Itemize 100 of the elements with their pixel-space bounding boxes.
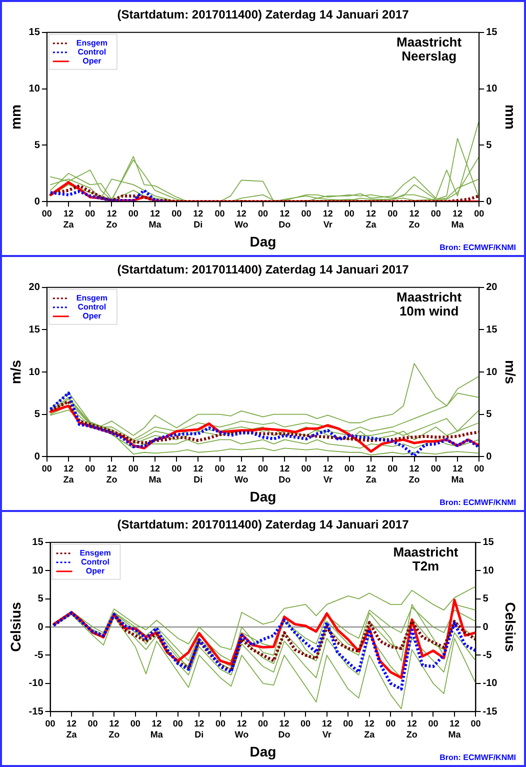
x-tick-label: 00	[128, 463, 138, 474]
x-tick-label: 12 Vr	[322, 208, 333, 230]
x-tick-label: 00	[214, 463, 225, 474]
x-tick-label: 12 Za	[364, 718, 376, 740]
x-tick-label: 00	[344, 208, 354, 218]
x-tick-label: 00	[301, 463, 312, 474]
x-tick-label: 12 Wo	[234, 463, 249, 484]
y-axis-title: mm	[7, 104, 24, 130]
x-tick-label: 00	[430, 463, 441, 474]
x-tick-label: 12 Ma	[448, 718, 462, 740]
y2-tick-label: -15	[482, 706, 498, 718]
y-tick-label: 15	[32, 537, 44, 548]
y-tick-label: -10	[28, 678, 44, 690]
x-tick-label: 00	[470, 718, 481, 728]
legend-label: Oper	[86, 566, 105, 576]
x-tick-label: 00	[343, 718, 354, 728]
x-tick-label: 00	[428, 718, 438, 728]
x-tick-label: 12 Ma	[150, 718, 164, 740]
x-tick-label: 12 Zo	[106, 208, 118, 230]
y-tick-label: 15	[28, 27, 40, 38]
x-tick-label: 12 Zo	[108, 718, 120, 740]
y2-tick-label: 10	[486, 366, 498, 378]
x-tick-label: 00	[300, 718, 311, 728]
x-tick-label: 12 Zo	[408, 463, 420, 484]
legend-label: Oper	[82, 312, 102, 321]
x-tick-label: 00	[301, 208, 312, 218]
y-tick-label: 20	[28, 282, 40, 294]
x-tick-label: 12 Za	[366, 463, 378, 484]
y2-axis-title: mm	[502, 104, 519, 130]
x-tick-label: 12 Za	[366, 208, 378, 230]
y2-tick-label: 15	[486, 27, 498, 38]
x-tick-label: 00	[172, 463, 182, 474]
y2-tick-label: 0	[486, 451, 492, 462]
x-tick-label: 12 Vr	[322, 463, 333, 484]
x-tick-label: 12 Za	[66, 718, 78, 740]
x-tick-label: 12 Ma	[148, 208, 162, 230]
x-axis-title: Dag	[250, 233, 276, 250]
x-tick-label: 00	[128, 208, 138, 218]
legend-label: Control	[81, 558, 110, 567]
x-axis-title: Dag	[250, 488, 276, 504]
x-tick-label: 00	[88, 718, 98, 728]
x-tick-label: 00	[42, 208, 52, 218]
x-tick-label: 12 Wo	[234, 208, 249, 230]
x-tick-label: 12 Wo	[234, 718, 250, 740]
y2-tick-label: 5	[486, 140, 492, 151]
x-tick-label: 00	[215, 718, 226, 728]
x-tick-label: 12 Di	[194, 718, 204, 740]
y2-tick-label: -10	[482, 678, 498, 690]
y2-tick-label: 10	[482, 565, 494, 576]
y-tick-label: 5	[38, 594, 44, 605]
x-tick-label: 00	[85, 463, 96, 474]
text: Bron: ECMWF/KNMI	[440, 498, 516, 508]
legend-label: Ensgem	[76, 294, 108, 303]
chart-title: (Startdatum: 2017011400) Zaterdag 14 Januari 2017	[117, 8, 410, 22]
y2-tick-label: 15	[486, 324, 498, 336]
chart-title: (Startdatum: 2017011400) Zaterdag 14 Januari 2017	[117, 518, 410, 532]
text: Bron: ECMWF/KNMI	[440, 243, 516, 252]
x-tick-label: 00	[388, 463, 398, 474]
x-tick-label: 12 Za	[63, 463, 75, 484]
y-tick-label: 10	[28, 84, 40, 95]
y2-tick-label: 0	[486, 196, 492, 208]
x-tick-label: 00	[214, 208, 225, 218]
y2-tick-label: 15	[482, 537, 494, 548]
x-tick-label: 12 Zo	[406, 718, 418, 740]
x-tick-label: 12 Di	[193, 463, 204, 484]
x-tick-label: 00	[130, 718, 140, 728]
y-tick-label: -5	[34, 650, 44, 661]
x-tick-label: 00	[258, 208, 268, 218]
x-tick-label: 00	[474, 463, 484, 474]
x-tick-label: 00	[474, 208, 484, 218]
y2-axis-title: m/s	[502, 360, 519, 384]
x-tick-label: 12 Zo	[106, 463, 118, 484]
text: Bron: ECMWF/KNMI	[440, 753, 516, 762]
x-tick-label: 12 Ma	[148, 463, 162, 484]
x-tick-label: 00	[42, 463, 52, 474]
y2-tick-label: 20	[486, 282, 498, 294]
text: Maastricht T2m	[393, 544, 459, 574]
x-tick-label: 12 Do	[278, 718, 291, 740]
y-tick-label: 15	[28, 324, 40, 336]
y-tick-label: 10	[32, 565, 44, 576]
x-tick-label: 12 Vr	[322, 718, 332, 740]
y2-tick-label: 5	[486, 409, 492, 420]
x-tick-label: 00	[344, 463, 354, 474]
x-tick-label: 00	[172, 208, 182, 218]
x-tick-label: 00	[258, 463, 268, 474]
y2-tick-label: -5	[482, 650, 492, 661]
y2-tick-label: 5	[482, 594, 489, 605]
x-tick-label: 00	[386, 718, 396, 728]
legend-label: Control	[78, 302, 106, 312]
legend-label: Control	[78, 48, 106, 57]
x-tick-label: 12 Za	[63, 208, 75, 230]
y-tick-label: 0	[38, 622, 44, 633]
y-tick-label: 0	[34, 196, 40, 208]
x-tick-label: 12 Ma	[451, 208, 465, 230]
x-tick-label: 12 Do	[278, 208, 292, 230]
y2-tick-label: 0	[482, 622, 489, 633]
y-tick-label: 0	[34, 451, 40, 462]
text: Maastricht 10m wind	[396, 289, 462, 318]
x-tick-label: 00	[258, 718, 268, 728]
y-axis-title: m/s	[7, 360, 24, 384]
